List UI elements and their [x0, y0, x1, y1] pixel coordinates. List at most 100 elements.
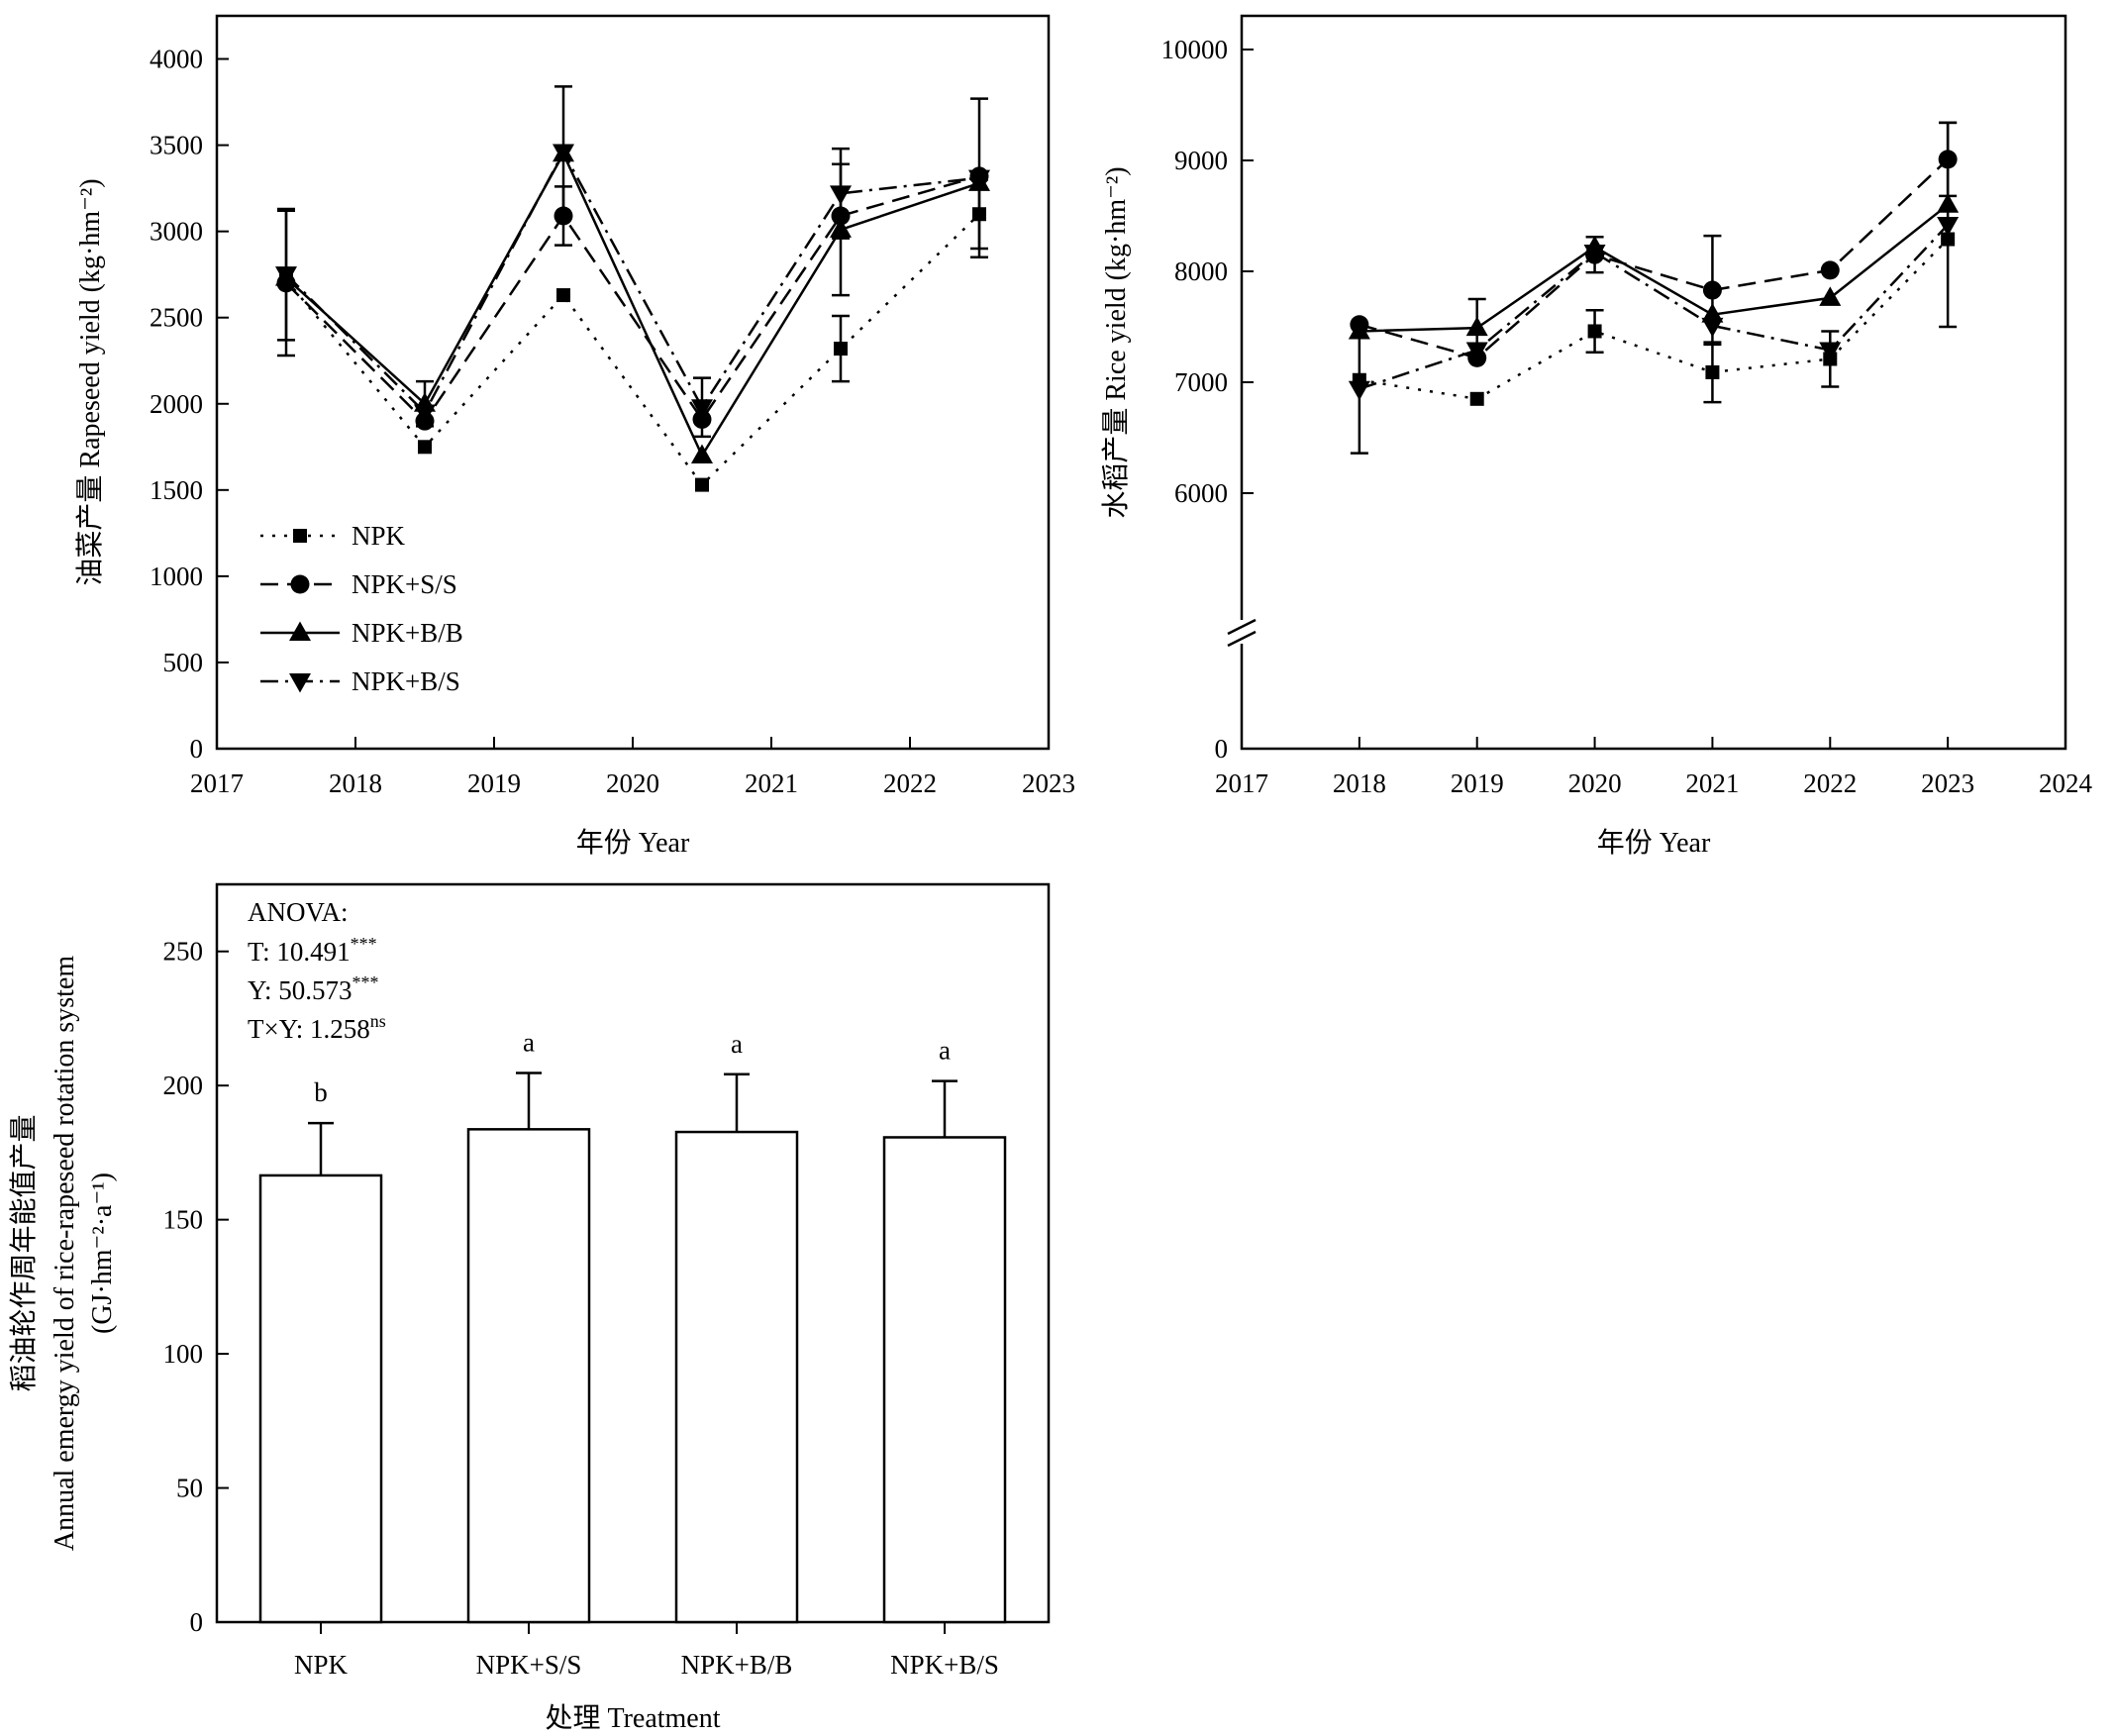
y-tick-label: 0	[190, 1607, 204, 1637]
y-tick-label: 200	[163, 1071, 204, 1100]
y-tick-label: 7000	[1174, 367, 1228, 397]
series-line	[285, 151, 980, 459]
plot-frame	[215, 882, 1051, 1624]
data-point	[1702, 280, 1722, 300]
data-point	[1583, 244, 1606, 264]
y-axis-title: 油菜产量 Rapeseed yield (kg·hm⁻²)	[74, 178, 106, 585]
y-tick-label: 50	[176, 1474, 203, 1503]
anova-line: Y: 50.573***	[248, 972, 379, 1005]
data-point	[1465, 342, 1488, 362]
y-tick-label: 500	[163, 648, 204, 677]
data-point	[553, 144, 574, 164]
y-tick-label: 100	[163, 1339, 204, 1369]
x-tick-label: 2022	[1803, 768, 1857, 798]
x-tick-label: 2023	[1921, 768, 1974, 798]
y-tick-label: 250	[163, 937, 204, 967]
data-point	[1820, 260, 1840, 280]
y-tick-label: 150	[163, 1205, 204, 1235]
x-tick-label: NPK+S/S	[476, 1650, 582, 1680]
y-tick-label: 9000	[1174, 146, 1228, 175]
x-tick-label: 2022	[883, 768, 937, 798]
x-tick-label: 2019	[467, 768, 521, 798]
x-tick-label: NPK+B/S	[890, 1650, 999, 1680]
y-axis-title-line: Annual emergy yield of rice-rapeseed rot…	[50, 956, 80, 1551]
x-tick-label: 2017	[190, 768, 244, 798]
x-tick-label: 2021	[1685, 768, 1739, 798]
data-point	[1937, 216, 1960, 237]
x-axis-title: 年份 Year	[1597, 827, 1711, 859]
y-tick-label: 0	[190, 734, 204, 764]
y-tick-label: 6000	[1174, 478, 1228, 508]
series-line	[285, 174, 980, 424]
y-tick-label: 8000	[1174, 256, 1228, 286]
y-tick-label: 1500	[150, 475, 203, 505]
series-line	[285, 149, 980, 415]
x-tick-label: 2018	[329, 768, 382, 798]
x-tick-label: 2018	[1333, 768, 1386, 798]
x-tick-label: 2020	[1568, 768, 1622, 798]
data-point	[1819, 342, 1842, 362]
x-tick-label: NPK	[294, 1650, 349, 1680]
data-point	[1937, 193, 1960, 213]
rapeseed-yield-chart: 0 500 1000 1500 2000 2500 3000 3500 4000 2017 2018…	[74, 14, 1075, 859]
data-point	[1469, 391, 1484, 406]
data-point	[968, 169, 990, 190]
significance-letter: a	[939, 1036, 951, 1066]
data-point	[830, 185, 852, 205]
x-tick-label: 2019	[1451, 768, 1504, 798]
data-point	[1941, 232, 1956, 247]
data-point	[414, 404, 436, 424]
bar	[882, 1136, 1007, 1624]
data-point	[831, 206, 851, 226]
data-point	[834, 342, 848, 357]
series-line	[1359, 157, 1950, 359]
x-tick-label: 2024	[2039, 768, 2093, 798]
y-tick-label: 1000	[150, 562, 203, 591]
data-point	[1701, 317, 1724, 338]
legend-marker	[293, 529, 307, 543]
y-axis-title: 水稻产量 Rice yield (kg·hm⁻²)	[1100, 166, 1132, 518]
legend-label: NPK+B/S	[352, 666, 460, 696]
x-tick-label: 2020	[606, 768, 659, 798]
data-point	[1587, 324, 1602, 339]
anova-line: T: 10.491***	[248, 934, 377, 967]
anova-title: ANOVA:	[248, 897, 349, 927]
significance-letter: a	[523, 1027, 535, 1057]
anova-line: T×Y: 1.258ns	[248, 1011, 386, 1044]
legend-label: NPK+B/B	[352, 618, 463, 648]
significance-letter: b	[314, 1077, 328, 1107]
legend-label: NPK+S/S	[352, 569, 457, 599]
rice-yield-chart: 0 6000 7000 8000 9000 10000 2017 2018 2019 2020 20…	[1100, 14, 2093, 859]
y-tick-label: 2000	[150, 389, 203, 419]
series-line	[1359, 238, 1950, 401]
x-tick-label: 2023	[1022, 768, 1075, 798]
y-tick-label: 2500	[150, 303, 203, 333]
data-point	[554, 206, 573, 226]
data-point	[1819, 286, 1842, 306]
y-axis-title-line: 稻油轮作周年能值产量	[8, 1114, 40, 1391]
series-line	[1359, 203, 1949, 333]
legend-marker	[289, 673, 311, 693]
data-point	[691, 399, 713, 419]
x-axis-title: 年份 Year	[576, 827, 690, 859]
series-line	[285, 213, 980, 487]
plot-frame	[215, 14, 1051, 751]
bar	[466, 1128, 591, 1624]
data-point	[418, 440, 432, 455]
data-point	[692, 409, 712, 429]
data-point	[275, 266, 297, 286]
y-tick-label: 0	[1215, 734, 1229, 764]
data-point	[1348, 319, 1370, 340]
x-tick-label: NPK+B/B	[681, 1650, 793, 1680]
y-axis-title-line: (GJ·hm⁻²·a⁻¹)	[87, 1173, 118, 1334]
y-tick-label: 3000	[150, 217, 203, 247]
data-point	[695, 477, 709, 492]
axis-break-mark	[1227, 618, 1257, 636]
data-point	[691, 444, 713, 463]
data-point	[1348, 380, 1370, 401]
bar	[674, 1130, 799, 1624]
legend-label: NPK	[352, 521, 406, 551]
series-line	[1359, 224, 1950, 390]
y-tick-label: 3500	[150, 131, 203, 160]
significance-letter: a	[731, 1029, 743, 1059]
